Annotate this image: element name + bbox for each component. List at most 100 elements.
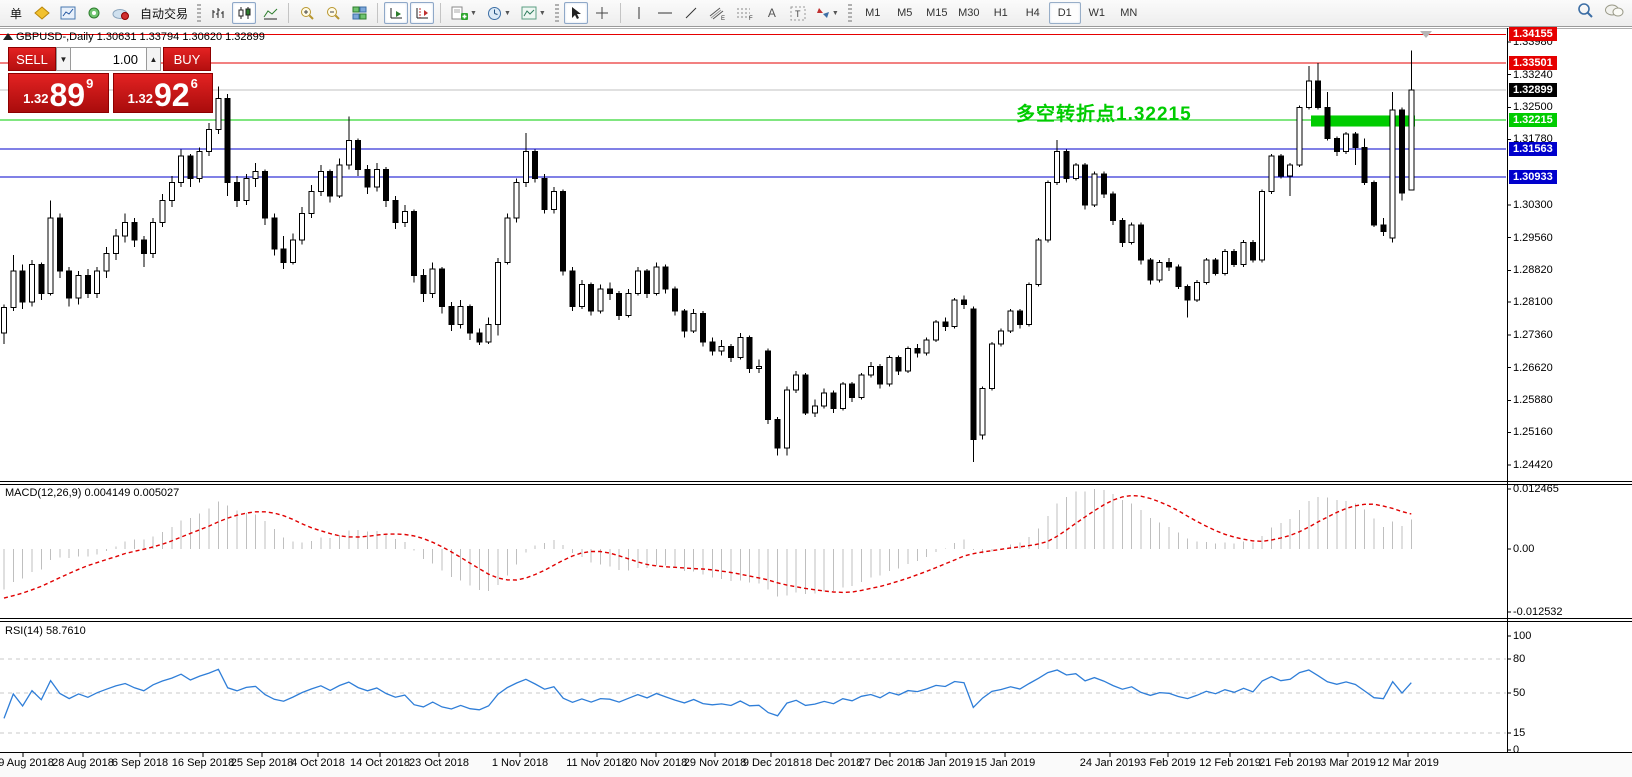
price-axis-border [1507, 28, 1508, 753]
tile-windows-icon[interactable] [347, 2, 371, 24]
x-axis-date-label: 25 Sep 2018 [230, 757, 294, 769]
market-watch-icon[interactable] [82, 2, 106, 24]
x-axis-date-label: 29 Nov 2018 [683, 757, 747, 769]
tab-timeframe-h4[interactable]: H4 [1025, 7, 1040, 19]
sell-price-pip: 9 [86, 76, 94, 91]
profiles-icon[interactable] [30, 2, 54, 24]
macd-tick-label: 0.00 [1513, 543, 1535, 555]
x-axis-date-label: 11 Nov 2018 [566, 757, 628, 769]
macd-panel[interactable] [0, 484, 1632, 619]
price-tick-label: 1.25160 [1513, 426, 1553, 439]
volume-increase-button[interactable]: ▲ [146, 47, 161, 71]
price-tick-label: 1.28820 [1513, 264, 1553, 277]
tab-timeframe-m1[interactable]: M1 [865, 7, 881, 19]
price-tick-label: 1.25880 [1513, 394, 1553, 407]
x-axis-date-label: 24 Jan 2019 [1079, 757, 1141, 769]
x-axis-date-label: 1 Nov 2018 [491, 757, 549, 769]
add-indicator-icon[interactable]: ▼ [447, 2, 481, 24]
pivot-annotation: 多空转折点1.32215 [1016, 104, 1192, 125]
label-tool-icon[interactable]: T [786, 2, 810, 24]
rsi-tick-label: 80 [1513, 652, 1526, 665]
auto-scroll-icon[interactable] [384, 2, 409, 24]
x-axis-date-label: 9 Dec 2018 [742, 757, 800, 769]
tab-timeframe-m15[interactable]: M15 [926, 7, 948, 19]
zoom-out-icon[interactable] [321, 2, 345, 24]
cursor-icon[interactable] [563, 2, 588, 24]
chart-header: GBPUSD-,Daily 1.30631 1.33794 1.30620 1.… [16, 31, 265, 43]
x-axis-date-label: 3 Feb 2019 [1140, 757, 1196, 769]
price-tick-label: 1.28100 [1513, 296, 1553, 309]
horizontal-line-tool-icon[interactable] [653, 2, 677, 24]
x-axis-date-label: 12 Feb 2019 [1199, 757, 1261, 769]
svg-text:E: E [721, 16, 725, 21]
price-badge: 1.32215 [1509, 113, 1557, 128]
chat-icon[interactable] [1604, 3, 1624, 24]
autotrading-label[interactable]: 自动交易 [140, 6, 189, 21]
chevron-down-icon: ▼ [503, 9, 511, 17]
svg-text:T: T [795, 9, 801, 19]
x-axis-date-label: 12 Mar 2019 [1377, 757, 1439, 769]
search-icon[interactable] [1577, 2, 1594, 24]
x-axis-date-label: 18 Dec 2018 [799, 757, 863, 769]
zoom-in-icon[interactable] [295, 2, 319, 24]
tab-timeframe-m5[interactable]: M5 [897, 7, 913, 19]
price-badge: 1.32899 [1509, 82, 1557, 97]
window-menu-marker-icon[interactable] [3, 33, 13, 40]
chevron-down-icon: ▼ [470, 9, 477, 17]
periods-icon[interactable]: ▼ [483, 2, 515, 24]
autotrading-icon[interactable] [108, 2, 134, 24]
price-badge: 1.34155 [1509, 27, 1557, 42]
time-axis[interactable] [0, 753, 1632, 777]
chevron-down-icon: ▼ [538, 9, 546, 17]
x-axis-date-label: 4 Oct 2018 [291, 757, 345, 769]
tab-timeframe-d1[interactable]: D1 [1048, 2, 1081, 24]
buy-price-display[interactable]: 1.32 92 6 [112, 73, 213, 113]
sell-button[interactable]: SELL [8, 47, 56, 71]
bar-chart-type-icon[interactable] [206, 2, 230, 24]
tab-timeframe-w1[interactable]: W1 [1088, 7, 1106, 19]
arrows-tool-icon[interactable]: ▼ [812, 2, 843, 24]
tab-timeframe-h1[interactable]: H1 [993, 7, 1008, 19]
volume-decrease-button[interactable]: ▼ [56, 47, 71, 71]
buy-price-big: 92 [153, 77, 190, 113]
channel-tool-icon[interactable]: E [705, 2, 730, 24]
x-axis-date-label: 6 Sep 2018 [111, 757, 169, 769]
buy-button[interactable]: BUY [163, 47, 211, 71]
volume-input[interactable]: 1.00 [71, 47, 146, 71]
price-tick-label: 1.29560 [1513, 231, 1553, 244]
fibonacci-tool-icon[interactable]: F [732, 2, 758, 24]
x-axis-date-label: 3 Mar 2019 [1320, 757, 1376, 769]
text-tool-icon[interactable]: A [767, 6, 776, 20]
price-tick-label: 1.32500 [1513, 101, 1553, 114]
crosshair-icon[interactable] [590, 2, 614, 24]
tab-timeframe-m30[interactable]: M30 [958, 7, 980, 19]
chevron-down-icon: ▼ [831, 9, 839, 17]
new-order-button[interactable]: 单 [9, 6, 22, 21]
buy-price-pip: 6 [190, 76, 198, 91]
sell-price-display[interactable]: 1.32 89 9 [8, 73, 109, 113]
x-axis-date-label: 28 Aug 2018 [52, 757, 114, 769]
one-click-trading-panel: SELL ▼ 1.00 ▲ BUY 1.32 89 9 1.32 92 6 [8, 47, 213, 113]
trendline-tool-icon[interactable] [679, 2, 703, 24]
price-tick-label: 1.33240 [1513, 68, 1553, 81]
x-axis-date-label: 6 Jan 2019 [918, 757, 974, 769]
candlestick-chart-type-icon[interactable] [232, 2, 257, 24]
templates-icon[interactable]: ▼ [517, 2, 550, 24]
toolbar-grip [554, 4, 559, 22]
vertical-line-tool-icon[interactable] [627, 2, 651, 24]
scroll-position-marker-icon [1420, 31, 1432, 38]
price-badge: 1.31563 [1509, 141, 1557, 156]
x-axis-date-label: 21 Feb 2019 [1259, 757, 1321, 769]
x-axis-date-label: 14 Oct 2018 [350, 757, 410, 769]
buy-price-prefix: 1.32 [127, 91, 153, 106]
tab-timeframe-mn[interactable]: MN [1120, 7, 1138, 19]
charts-window-icon[interactable] [56, 2, 80, 24]
chart-shift-icon[interactable] [410, 2, 435, 24]
rsi-tick-label: 15 [1513, 726, 1526, 739]
toolbar-grip [197, 4, 202, 22]
sell-price-prefix: 1.32 [23, 91, 49, 106]
line-chart-type-icon[interactable] [258, 2, 282, 24]
main-toolbar: 单 自动交易 ▼ ▼ ▼ [0, 0, 1632, 27]
macd-tick-label: -0.012532 [1513, 606, 1563, 618]
rsi-tick-label: 0 [1513, 744, 1520, 756]
